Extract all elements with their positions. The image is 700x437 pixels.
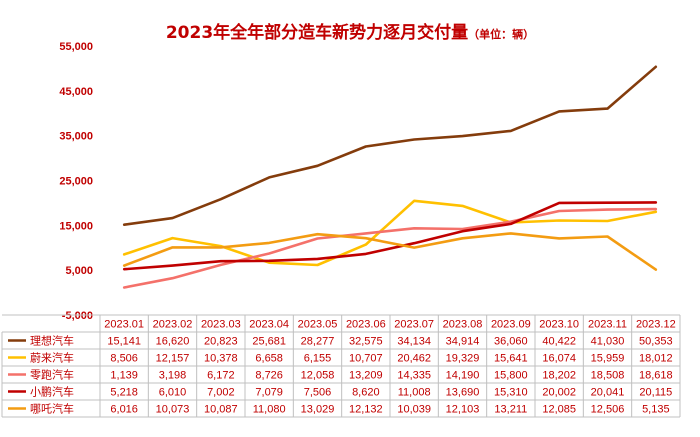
data-label: 13,211 (494, 404, 527, 416)
x-tick-label: 2023.07 (394, 319, 434, 331)
y-tick-label: 35,000 (59, 131, 93, 143)
y-tick-label: 15,000 (59, 220, 93, 232)
data-label: 13,690 (446, 387, 480, 399)
data-label: 36,060 (494, 336, 528, 348)
data-label: 14,335 (397, 370, 431, 382)
data-label: 11,080 (253, 404, 286, 416)
data-label: 8,506 (110, 353, 138, 365)
data-label: 13,209 (349, 370, 383, 382)
data-label: 7,079 (255, 387, 283, 399)
unit-note: （单位：辆） (468, 28, 535, 41)
data-label: 14,190 (446, 370, 480, 382)
series-name: 哪吒汽车 (30, 402, 74, 416)
data-label: 20,462 (397, 353, 431, 365)
y-tick-label: 45,000 (59, 86, 93, 98)
data-label: 32,575 (349, 336, 383, 348)
data-label: 12,085 (542, 404, 576, 416)
x-tick-label: 2023.02 (153, 319, 193, 331)
data-label: 11,008 (398, 387, 431, 399)
data-label: 12,103 (446, 404, 480, 416)
data-label: 7,506 (304, 387, 332, 399)
x-tick-label: 2023.11 (588, 319, 627, 331)
y-tick-label: 55,000 (59, 41, 93, 53)
x-tick-label: 2023.06 (346, 319, 386, 331)
data-label: 5,218 (110, 387, 138, 399)
data-label: 12,058 (301, 370, 335, 382)
data-label: 19,329 (446, 353, 480, 365)
x-tick-label: 2023.03 (201, 319, 241, 331)
data-label: 50,353 (639, 336, 673, 348)
data-label: 10,087 (204, 404, 238, 416)
x-tick-label: 2023.04 (249, 319, 289, 331)
data-label: 6,016 (110, 404, 138, 416)
x-tick-label: 2023.01 (104, 319, 144, 331)
data-label: 10,073 (156, 404, 190, 416)
data-label: 10,378 (204, 353, 238, 365)
x-tick-label: 2023.08 (443, 319, 483, 331)
data-label: 20,041 (591, 387, 625, 399)
x-tick-label: 2023.10 (539, 319, 579, 331)
data-label: 6,658 (255, 353, 283, 365)
data-label: 8,726 (255, 370, 283, 382)
data-label: 40,422 (542, 336, 576, 348)
data-label: 12,157 (156, 353, 190, 365)
data-label: 6,010 (159, 387, 187, 399)
data-label: 18,012 (639, 353, 673, 365)
data-label: 7,002 (207, 387, 235, 399)
data-label: 34,914 (446, 336, 480, 348)
data-label: 15,959 (591, 353, 625, 365)
x-tick-label: 2023.09 (491, 319, 531, 331)
data-label: 16,074 (542, 353, 576, 365)
data-label: 34,134 (397, 336, 431, 348)
data-label: 15,641 (494, 353, 528, 365)
data-label: 10,707 (349, 353, 383, 365)
series-line (122, 207, 658, 289)
y-tick-label: -5,000 (62, 310, 93, 322)
data-label: 20,823 (204, 336, 238, 348)
series-name: 零跑汽车 (30, 368, 74, 382)
data-label: 28,277 (301, 336, 335, 348)
data-label: 16,620 (156, 336, 190, 348)
chart-title-text: 2023年全年部分造车新势力逐月交付量 (165, 23, 469, 43)
data-label: 1,139 (110, 370, 138, 382)
y-tick-label: 25,000 (59, 176, 93, 188)
chart-title: 2023年全年部分造车新势力逐月交付量（单位：辆） (0, 18, 700, 43)
series-name: 小鹏汽车 (30, 385, 74, 399)
series-line (122, 65, 658, 226)
data-label: 18,618 (639, 370, 673, 382)
data-label: 13,029 (301, 404, 335, 416)
series-name: 蔚来汽车 (30, 351, 74, 365)
data-label: 15,310 (494, 387, 528, 399)
series-line (122, 232, 658, 271)
y-tick-label: 5,000 (65, 265, 93, 277)
data-label: 15,141 (107, 336, 141, 348)
data-label: 41,030 (591, 336, 625, 348)
data-label: 15,800 (494, 370, 528, 382)
series-name: 理想汽车 (30, 334, 74, 348)
data-label: 5,135 (642, 404, 670, 416)
data-label: 6,172 (207, 370, 235, 382)
series-line (122, 201, 658, 271)
series-line (122, 199, 658, 267)
x-tick-label: 2023.05 (298, 319, 338, 331)
data-label: 6,155 (304, 353, 332, 365)
data-label: 10,039 (397, 404, 431, 416)
data-label: 20,002 (542, 387, 576, 399)
data-label: 3,198 (159, 370, 187, 382)
data-label: 12,132 (349, 404, 383, 416)
data-label: 18,508 (591, 370, 625, 382)
data-label: 20,115 (639, 387, 672, 399)
x-tick-label: 2023.12 (636, 319, 676, 331)
data-label: 8,620 (352, 387, 380, 399)
data-label: 12,506 (591, 404, 625, 416)
data-label: 18,202 (542, 370, 576, 382)
data-label: 25,681 (252, 336, 286, 348)
